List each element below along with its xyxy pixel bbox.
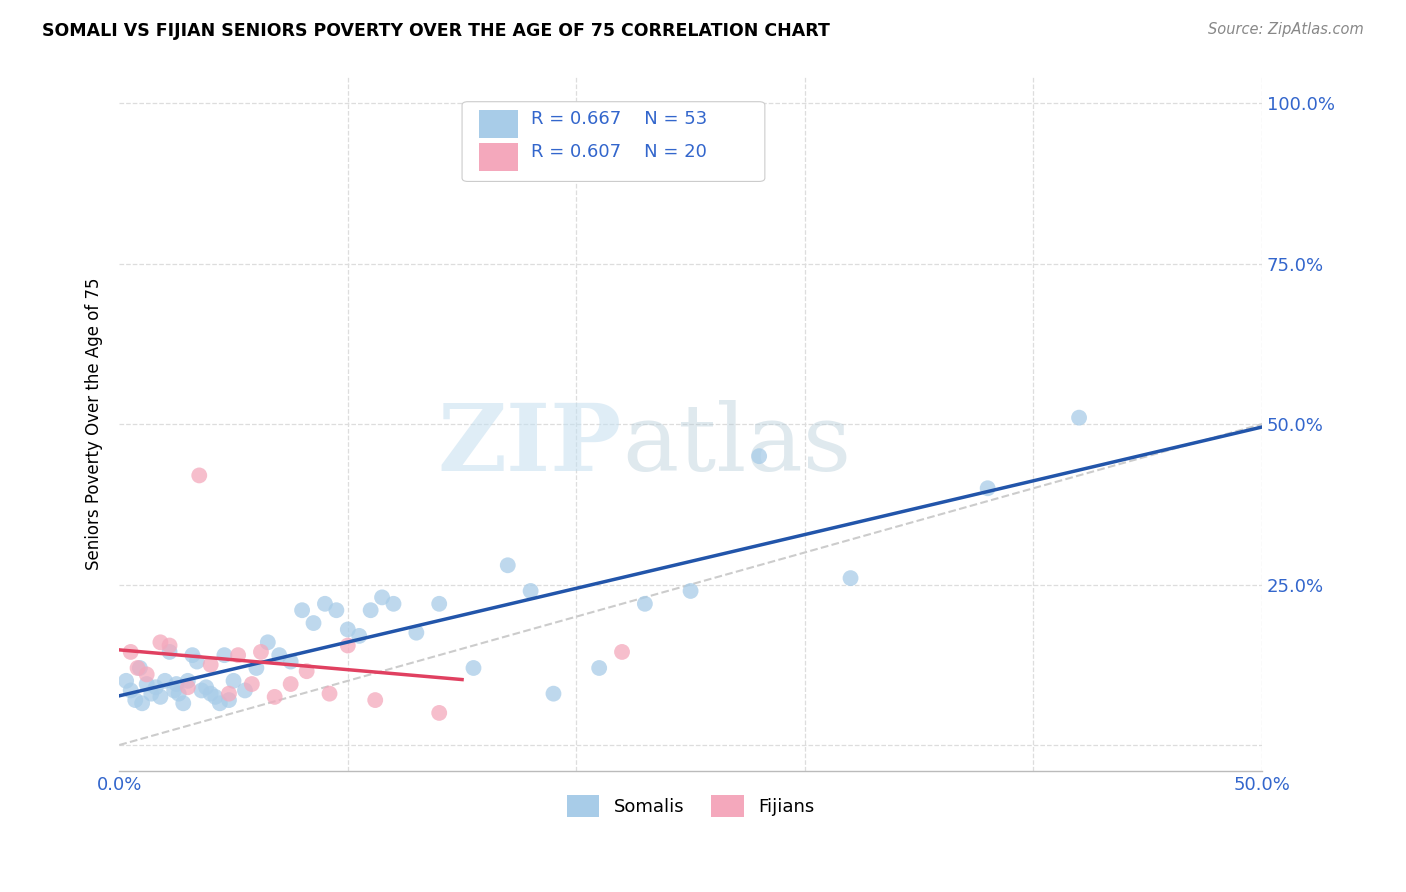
Point — [280, 655, 302, 669]
Point — [149, 635, 172, 649]
Point — [124, 693, 146, 707]
Point — [135, 667, 157, 681]
Point — [336, 623, 359, 637]
Point — [519, 584, 541, 599]
Point — [222, 673, 245, 688]
Point — [543, 687, 565, 701]
Point — [141, 687, 163, 701]
Point — [190, 683, 212, 698]
Point — [188, 468, 211, 483]
Point — [748, 449, 770, 463]
Bar — [479, 110, 517, 137]
Point — [360, 603, 382, 617]
Point — [295, 664, 318, 678]
Point — [382, 597, 405, 611]
Point — [1067, 410, 1090, 425]
Point — [165, 677, 187, 691]
Point — [226, 648, 249, 662]
Point — [463, 661, 485, 675]
Legend: Somalis, Fijians: Somalis, Fijians — [560, 788, 821, 824]
Bar — [479, 144, 517, 171]
Point — [218, 687, 240, 701]
Text: SOMALI VS FIJIAN SENIORS POVERTY OVER THE AGE OF 75 CORRELATION CHART: SOMALI VS FIJIAN SENIORS POVERTY OVER TH… — [42, 22, 830, 40]
Point — [240, 677, 263, 691]
Point — [172, 696, 194, 710]
Text: ZIP: ZIP — [437, 400, 621, 490]
Point — [347, 629, 370, 643]
Point — [280, 677, 302, 691]
Point — [153, 673, 176, 688]
Point — [214, 648, 236, 662]
Point — [314, 597, 336, 611]
Point — [318, 687, 340, 701]
Point — [496, 558, 519, 573]
Point — [976, 481, 998, 495]
Point — [159, 639, 181, 653]
Point — [269, 648, 291, 662]
Point — [233, 683, 256, 698]
Point — [336, 639, 359, 653]
Point — [427, 597, 450, 611]
Point — [427, 706, 450, 720]
Point — [245, 661, 267, 675]
Point — [200, 687, 222, 701]
Point — [204, 690, 226, 704]
Point — [186, 655, 208, 669]
Point — [181, 648, 204, 662]
Point — [250, 645, 273, 659]
Point — [120, 645, 142, 659]
Point — [127, 661, 149, 675]
Point — [159, 645, 181, 659]
Point — [135, 677, 157, 691]
Point — [588, 661, 610, 675]
Point — [405, 625, 427, 640]
Point — [325, 603, 347, 617]
Y-axis label: Seniors Poverty Over the Age of 75: Seniors Poverty Over the Age of 75 — [86, 277, 103, 570]
Point — [115, 673, 138, 688]
Text: R = 0.667    N = 53: R = 0.667 N = 53 — [530, 110, 707, 128]
Point — [634, 597, 657, 611]
Point — [131, 696, 153, 710]
Point — [839, 571, 862, 585]
Text: R = 0.607    N = 20: R = 0.607 N = 20 — [530, 144, 706, 161]
Point — [208, 696, 231, 710]
Point — [195, 680, 218, 694]
Point — [371, 591, 394, 605]
Point — [218, 693, 240, 707]
Point — [128, 661, 150, 675]
Text: Source: ZipAtlas.com: Source: ZipAtlas.com — [1208, 22, 1364, 37]
Point — [256, 635, 278, 649]
Point — [177, 680, 200, 694]
Point — [302, 615, 325, 630]
Point — [263, 690, 285, 704]
Point — [610, 645, 633, 659]
Point — [679, 584, 702, 599]
Text: atlas: atlas — [621, 400, 851, 490]
Point — [145, 680, 167, 694]
Point — [149, 690, 172, 704]
Point — [364, 693, 387, 707]
Point — [163, 683, 186, 698]
Point — [177, 673, 200, 688]
Point — [167, 687, 190, 701]
Point — [291, 603, 314, 617]
Point — [120, 683, 142, 698]
Point — [200, 657, 222, 672]
FancyBboxPatch shape — [463, 102, 765, 181]
